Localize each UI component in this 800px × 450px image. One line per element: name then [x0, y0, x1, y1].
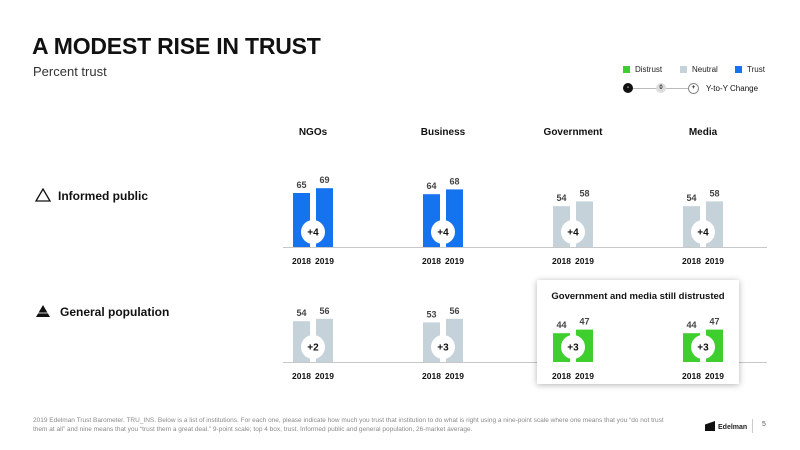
year-label-informed-business-2018: 2018: [422, 256, 441, 266]
yoy-minus-icon: -: [623, 83, 633, 93]
year-label-informed-media-2018: 2018: [682, 256, 701, 266]
change-badge-informed-media: [691, 220, 715, 244]
value-label-general-business-2019: 56: [449, 306, 459, 316]
value-label-informed-media-2019: 58: [709, 188, 719, 198]
year-label-general-business-2019: 2019: [445, 371, 464, 381]
year-label-general-media-2019: 2019: [705, 371, 724, 381]
highlight-title: Government and media still distrusted: [551, 291, 725, 302]
legend-label-distrust: Distrust: [635, 65, 663, 74]
change-badge-general-ngos: [301, 335, 325, 359]
value-label-general-government-2019: 47: [579, 317, 589, 327]
year-label-informed-business-2019: 2019: [445, 256, 464, 266]
value-label-informed-business-2019: 68: [449, 176, 459, 186]
value-label-general-ngos-2019: 56: [319, 306, 329, 316]
change-badge-general-media: [691, 335, 715, 359]
edelman-logo: Edelman: [705, 421, 747, 431]
row-label-general-population: General population: [60, 305, 170, 319]
footer-divider: [752, 419, 753, 433]
page-number: 5: [762, 421, 766, 428]
column-header-business: Business: [420, 127, 466, 138]
change-label-general-government: +3: [567, 343, 579, 354]
value-label-informed-government-2019: 58: [579, 188, 589, 198]
legend-label-trust: Trust: [747, 65, 765, 74]
value-label-general-media-2018: 44: [686, 320, 696, 330]
value-label-informed-media-2018: 54: [686, 193, 696, 203]
year-label-general-government-2019: 2019: [575, 371, 594, 381]
change-badge-general-government: [561, 335, 585, 359]
legend-swatch-neutral: [680, 66, 687, 73]
column-header-ngos: NGOs: [298, 127, 328, 138]
legend-item-distrust: Distrust: [623, 65, 662, 74]
edelman-logo-icon: [705, 421, 715, 431]
change-label-informed-media: +4: [697, 228, 709, 239]
year-label-informed-ngos-2019: 2019: [315, 256, 334, 266]
baseline-informed-public: [283, 247, 767, 248]
value-label-informed-ngos-2019: 69: [319, 175, 329, 185]
value-label-informed-business-2018: 64: [426, 181, 436, 191]
change-label-general-ngos: +2: [307, 343, 319, 354]
year-label-informed-government-2018: 2018: [552, 256, 571, 266]
year-label-general-media-2018: 2018: [682, 371, 701, 381]
column-header-media: Media: [688, 127, 718, 138]
change-label-general-business: +3: [437, 343, 449, 354]
yoy-plus-icon: +: [688, 83, 699, 94]
yoy-legend: - 0 + Y-to-Y Change: [623, 83, 783, 97]
legend-swatch-distrust: [623, 66, 630, 73]
change-badge-general-business: [431, 335, 455, 359]
highlight-box: Government and media still distrusted: [537, 280, 739, 384]
legend-item-trust: Trust: [735, 65, 765, 74]
year-label-informed-ngos-2018: 2018: [292, 256, 311, 266]
value-label-general-ngos-2018: 54: [296, 308, 306, 318]
year-label-general-business-2018: 2018: [422, 371, 441, 381]
value-label-informed-ngos-2018: 65: [296, 180, 306, 190]
change-label-general-media: +3: [697, 343, 709, 354]
change-label-informed-government: +4: [567, 228, 579, 239]
year-label-general-government-2018: 2018: [552, 371, 571, 381]
page-title: A MODEST RISE IN TRUST: [32, 33, 321, 59]
legend-label-neutral: Neutral: [692, 65, 718, 74]
baseline-general-population: [283, 362, 767, 363]
change-label-informed-business: +4: [437, 228, 449, 239]
change-label-informed-ngos: +4: [307, 228, 319, 239]
yoy-legend-label: Y-to-Y Change: [706, 84, 759, 93]
row-label-informed-public: Informed public: [58, 189, 148, 203]
yoy-zero-icon: 0: [656, 83, 666, 93]
value-label-general-business-2018: 53: [426, 309, 436, 319]
edelman-logo-text: Edelman: [718, 424, 748, 431]
value-label-informed-government-2018: 54: [556, 193, 566, 203]
year-label-general-ngos-2019: 2019: [315, 371, 334, 381]
year-label-general-ngos-2018: 2018: [292, 371, 311, 381]
value-label-general-media-2019: 47: [709, 317, 719, 327]
column-header-government: Government: [543, 127, 603, 138]
change-badge-informed-ngos: [301, 220, 325, 244]
change-badge-informed-government: [561, 220, 585, 244]
value-label-general-government-2018: 44: [556, 320, 566, 330]
page-subtitle: Percent trust: [33, 64, 107, 79]
legend-swatch-trust: [735, 66, 742, 73]
year-label-informed-media-2019: 2019: [705, 256, 724, 266]
informed-public-icon: [35, 188, 51, 202]
legend-item-neutral: Neutral: [680, 65, 718, 74]
year-label-informed-government-2019: 2019: [575, 256, 594, 266]
general-population-icon: [36, 305, 50, 317]
footnote: 2019 Edelman Trust Barometer. TRU_INS. B…: [33, 417, 664, 433]
change-badge-informed-business: [431, 220, 455, 244]
